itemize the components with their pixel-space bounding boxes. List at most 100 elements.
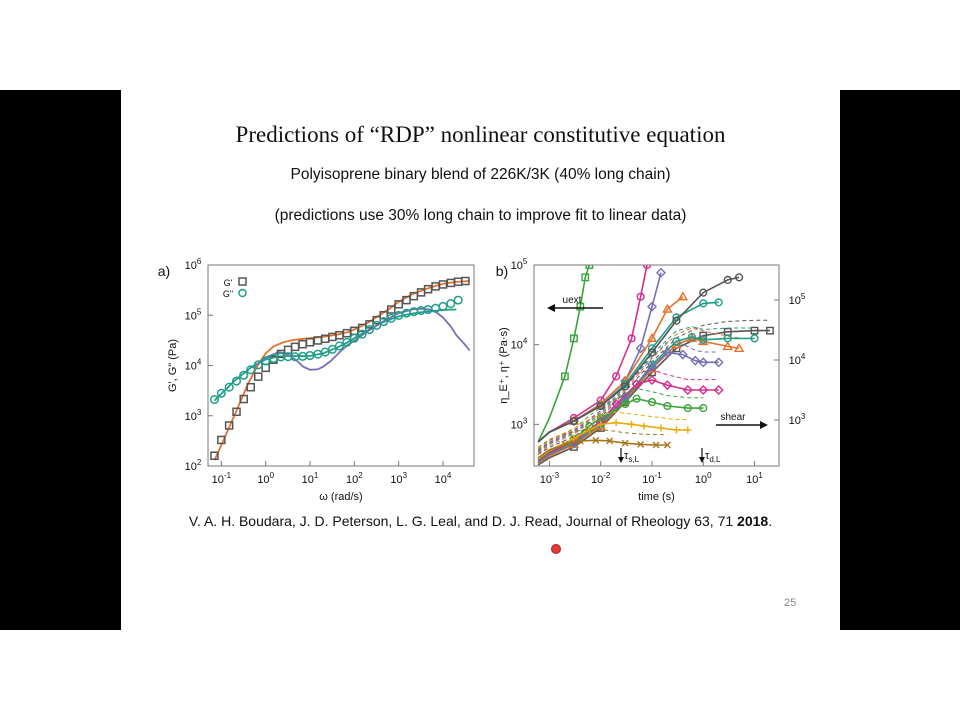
shear-data-point [699,403,708,413]
panel-a-frame [207,264,475,467]
x-tick-label: 10-1 [642,471,662,486]
y-axis-label: G', G" (Pa) [167,339,179,392]
data-point-gdoubleprime [453,295,463,305]
shear-data-point [621,439,629,447]
data-point-gprime [290,342,300,352]
panel-b-label: b) [496,263,508,279]
shear-data-point [699,331,708,340]
extension-data-point [636,292,645,301]
extension-data-point [627,334,636,343]
data-point-gprime [239,394,248,404]
shear-curve [537,439,668,459]
shear-prediction-dashed [537,387,704,450]
laser-pointer-dot [551,544,561,554]
y-tick-label: 105 [185,307,202,322]
shear-data-point [652,441,660,449]
tau-s-label: τs,L [624,450,640,464]
x-tick-label: 100 [257,471,274,486]
shear-data-point [766,326,774,335]
data-point-gprime [379,311,388,320]
x-tick-label: 101 [302,471,319,486]
data-point-gdoubleprime [364,324,375,335]
extension-curve [537,296,684,443]
legend-label: G" [223,289,233,299]
data-point-gdoubleprime [379,316,389,327]
legend-label: G' [224,278,233,288]
data-point-gprime [224,421,234,430]
uext-arrowhead [547,304,555,312]
shear-data-point [723,334,732,343]
shear-data-point [662,347,673,358]
shear-data-point [672,337,681,346]
extension-data-point [612,372,621,381]
data-point-gprime [438,280,448,289]
x-tick-label: 10-1 [212,471,232,486]
extension-data-point [714,298,723,307]
x-tick-label: 101 [746,471,763,486]
data-point-gdoubleprime [357,329,367,339]
data-point-gdoubleprime [253,360,263,370]
extension-data-point [647,348,657,357]
shear-data-point [713,357,724,368]
extension-data-point [596,401,605,411]
extension-data-point [635,343,646,354]
data-point-gdoubleprime [231,376,242,386]
shear-data-point [631,379,642,390]
slide-title: Predictions of “RDP” nonlinear constitut… [235,122,726,147]
y-tick-label-left: 104 [511,337,528,352]
x-tick-label: 104 [435,471,452,486]
shear-data-point [690,355,701,366]
x-tick-label: 102 [346,471,363,486]
citation-end: . [768,513,773,529]
extension-data-point [699,299,708,308]
shear-data-point [592,436,600,444]
citation: V. A. H. Boudara, J. D. Peterson, L. G. … [121,513,840,529]
y-tick-label-right: 104 [789,352,806,367]
tau-d-label: τd,L [705,450,721,464]
data-point-gprime [246,382,255,392]
extension-data-point [646,301,657,312]
extension-data-point [699,288,708,297]
page-number: 25 [784,597,797,609]
panel-b-chart: b) 10-3 10-2 10-1 100 101 103 104 105 103 104 105 ti… [496,257,806,503]
data-point-gdoubleprime [224,382,234,392]
extension-data-point [677,291,689,301]
extension-data-point [662,303,673,313]
shear-data-point [698,335,709,346]
shear-data-point [733,342,745,353]
extension-data-point [621,382,630,391]
tau-s-arrowhead [618,457,624,463]
data-point-gprime [210,451,219,460]
data-point-gdoubleprime [394,310,404,321]
x-axis-label: ω (rad/s) [319,491,362,503]
shear-prediction-dashed [537,411,688,449]
data-point-gdoubleprime [372,320,382,330]
data-point-gdoubleprime [239,370,249,380]
shear-data-point [561,440,569,448]
extension-data-point [581,273,590,282]
y-tick-label: 102 [185,458,202,473]
extension-data-point [723,275,732,285]
data-point-gdoubleprime [446,299,456,309]
extension-data-point [585,265,594,269]
y-axis-label: η_E⁺, η⁺ (Pa·s) [498,327,510,403]
y-tick-label: 106 [185,257,202,272]
shear-label: shear [720,412,746,423]
data-point-gprime [254,372,263,381]
shear-data-point [646,375,657,386]
shear-data-point [637,440,645,448]
data-point-gdoubleprime [342,337,352,347]
shear-data-point [621,399,630,409]
panel-a-chart: a) 10-1 100 101 102 103 104 102 103 104 105 106 ω (r… [158,257,475,503]
extension-data-point [646,332,658,343]
shear-data-point [647,398,657,407]
data-point-gdoubleprime [334,341,344,351]
slide: Predictions of “RDP” nonlinear constitut… [121,90,840,630]
uext-label: uext [563,295,582,306]
shear-data-point [687,332,696,342]
shear-data-point [611,399,622,409]
top-margin [0,0,960,90]
shear-prediction-dashed [537,341,719,452]
extension-curve [537,265,648,443]
extension-data-point [560,372,569,381]
